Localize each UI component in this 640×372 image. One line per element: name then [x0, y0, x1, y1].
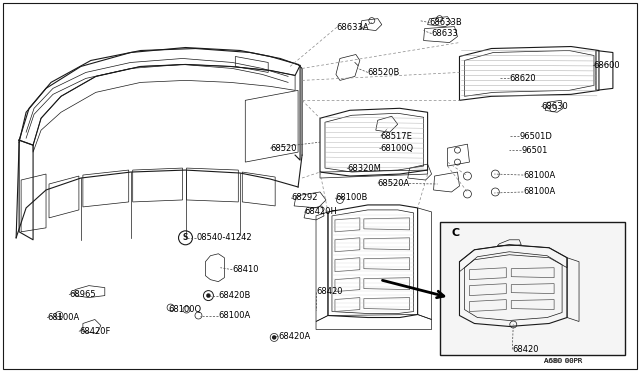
- Text: 68100Q: 68100Q: [381, 144, 414, 153]
- Text: 68420: 68420: [512, 345, 539, 354]
- Text: 68633B: 68633B: [429, 18, 462, 27]
- Bar: [440, 222, 625, 355]
- Text: 08540-41242: 08540-41242: [196, 233, 252, 242]
- Text: 96501D: 96501D: [519, 132, 552, 141]
- Text: 68620: 68620: [509, 74, 536, 83]
- Text: 68420F: 68420F: [79, 327, 110, 336]
- Text: S: S: [183, 233, 188, 242]
- Text: 68520: 68520: [270, 144, 297, 153]
- Text: A680 00PR: A680 00PR: [544, 358, 582, 364]
- Text: 68100A: 68100A: [524, 170, 556, 180]
- Circle shape: [273, 336, 276, 339]
- Text: 68100A: 68100A: [524, 187, 556, 196]
- Text: A680 00PR: A680 00PR: [544, 358, 582, 364]
- Text: 68420: 68420: [316, 287, 342, 296]
- Text: C: C: [451, 228, 460, 238]
- Text: 68965: 68965: [69, 290, 95, 299]
- Text: 68100B: 68100B: [335, 193, 367, 202]
- Text: 68633A: 68633A: [336, 23, 369, 32]
- Text: 68633: 68633: [431, 29, 458, 38]
- Text: 68320M: 68320M: [347, 164, 381, 173]
- Text: 68100Q: 68100Q: [168, 305, 202, 314]
- Text: 68100A: 68100A: [218, 311, 251, 320]
- Text: 68630: 68630: [541, 102, 568, 111]
- Text: 68520A: 68520A: [378, 179, 410, 187]
- Text: 68420A: 68420A: [278, 332, 310, 341]
- Text: 68420H: 68420H: [304, 208, 337, 217]
- Text: 68420B: 68420B: [218, 291, 251, 300]
- Text: 96501: 96501: [521, 145, 548, 155]
- Circle shape: [207, 294, 211, 298]
- Text: 68517E: 68517E: [381, 132, 413, 141]
- Text: 68600: 68600: [593, 61, 620, 70]
- Text: 68520B: 68520B: [368, 68, 400, 77]
- Text: 68292: 68292: [291, 193, 317, 202]
- Text: 68410: 68410: [232, 265, 259, 274]
- Text: 68100A: 68100A: [47, 313, 79, 322]
